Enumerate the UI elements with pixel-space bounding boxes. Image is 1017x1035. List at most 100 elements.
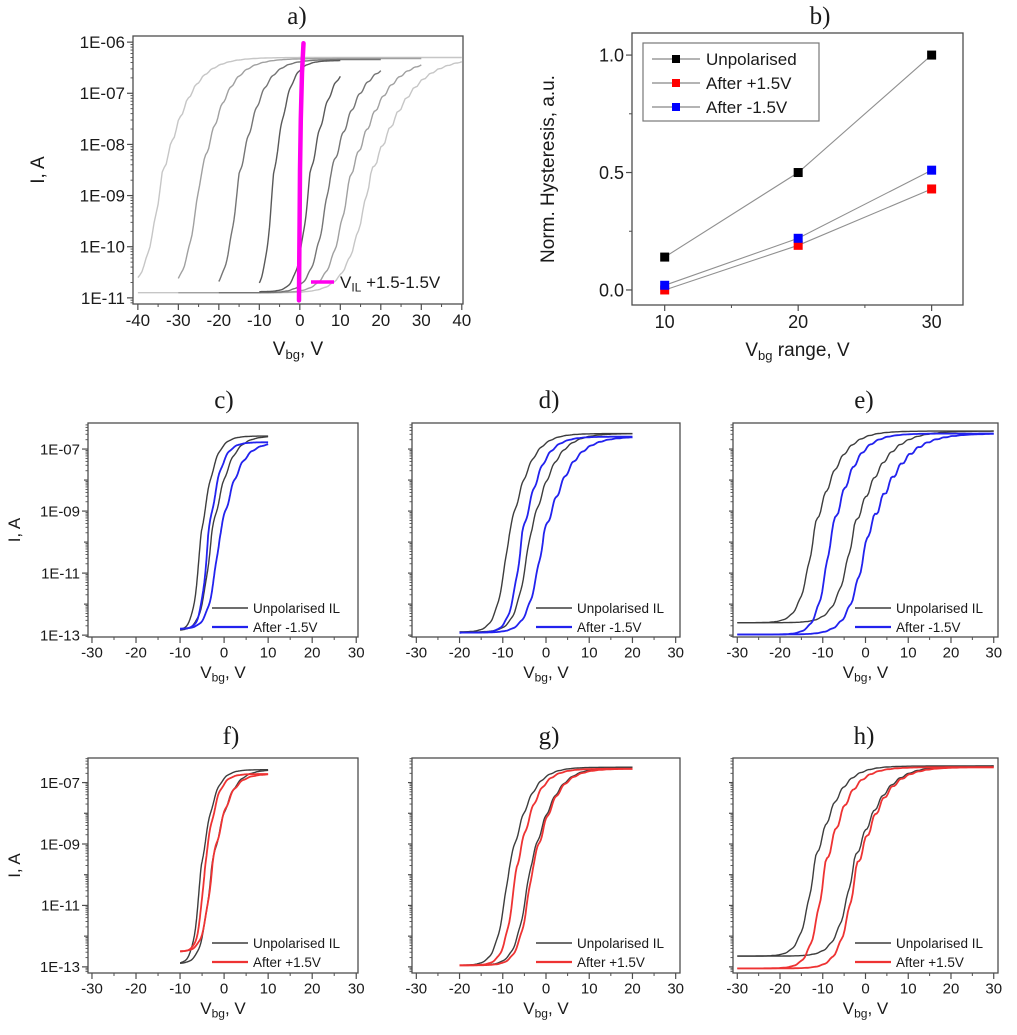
data-point-after-+1.5v: [927, 184, 937, 194]
y-tick-label: 1E-07: [40, 441, 80, 458]
x-axis-label: Vbg, V: [200, 999, 246, 1021]
legend: Unpolarised IL After -1.5V: [855, 601, 984, 635]
x-tick-label: 20: [788, 312, 808, 332]
series-sweep-±40-v: [137, 56, 462, 279]
x-tick-label: 10: [900, 980, 917, 997]
series-after--1.5v: [179, 443, 269, 630]
legend-label: VIL +1.5-1.5V: [340, 273, 441, 295]
legend: Unpolarised After +1.5V After -1.5V: [642, 42, 820, 122]
legend-label: After +1.5V: [577, 955, 645, 970]
x-tick-label: 20: [624, 644, 641, 661]
x-tick-label: -20: [207, 311, 232, 330]
x-tick-label: -30: [405, 644, 427, 661]
plot-frame: [87, 422, 359, 638]
x-tick-label: -10: [247, 311, 272, 330]
x-tick-label: -20: [449, 644, 471, 661]
series-after--1.5v: [459, 436, 633, 634]
x-tick-label: 10: [655, 312, 675, 332]
x-tick-label: 30: [985, 644, 1002, 661]
x-tick-label: -30: [726, 644, 748, 661]
series-unpolarised-il: [737, 430, 994, 624]
data-point-after-+1.5v: [793, 240, 803, 250]
x-tick-label: 20: [624, 980, 641, 997]
y-tick-label: 1E-10: [80, 238, 125, 257]
x-tick-label: -10: [492, 644, 514, 661]
legend-marker: [672, 55, 680, 63]
series-after-+1.5v: [179, 773, 269, 953]
legend-label: Unpolarised IL: [577, 936, 665, 951]
series-unpolarised-il: [179, 436, 269, 631]
x-tick-label: 30: [667, 980, 684, 997]
x-tick-label: -20: [449, 980, 471, 997]
y-tick-label: 0.5: [599, 163, 624, 183]
x-tick-label: -30: [166, 311, 191, 330]
x-tick-label: 20: [943, 980, 960, 997]
y-tick-label: 1E-13: [40, 627, 80, 644]
x-tick-label: 0: [861, 644, 869, 661]
panel-title: a): [287, 3, 306, 30]
series-unpolarised-il: [459, 432, 633, 633]
series-after-+1.5v: [179, 773, 269, 953]
data-point-unpolarised: [927, 50, 937, 60]
y-tick-label: 1E-07: [80, 84, 125, 103]
panel-title: d): [539, 387, 560, 414]
x-tick-label: 0: [220, 644, 228, 661]
x-tick-label: 20: [304, 980, 321, 997]
x-tick-label: 20: [371, 311, 390, 330]
x-tick-label: 10: [581, 644, 598, 661]
y-axis-label: I, A: [5, 517, 24, 542]
legend: Unpolarised IL After +1.5V: [855, 936, 984, 970]
series-sweep-±30-v: [177, 57, 422, 279]
legend-label: Unpolarised IL: [896, 601, 984, 616]
y-tick-label: 1E-11: [41, 898, 80, 915]
legend-marker: [672, 103, 680, 111]
panel-a: a) -40 -30 -20 -10 0 10 20 30 40 1E-11 1E-10 1E-09 1E…: [28, 3, 471, 362]
panel-b: b) 10 20 30 0.0 0.5 1.0 Vbg range, V Norm. Hyste…: [538, 3, 964, 363]
legend-label: After -1.5V: [896, 620, 961, 635]
legend-marker: [672, 79, 680, 87]
legend-label: Unpolarised IL: [577, 601, 665, 616]
series-il-sweep-line: [296, 40, 306, 303]
data-point-after--1.5v: [660, 280, 670, 290]
series-after--1.5v: [179, 441, 269, 630]
series-unpolarised-il: [179, 769, 269, 964]
x-tick-label: -20: [769, 980, 791, 997]
x-tick-label: 0: [295, 311, 304, 330]
x-axis-label: Vbg, V: [843, 999, 889, 1021]
panel-e: e) -30 -20 -10 0 10 20 30 Vbg, V Unpolarised IL Af…: [726, 387, 1002, 685]
x-tick-label: 30: [412, 311, 431, 330]
x-tick-label: -10: [812, 980, 834, 997]
data-point-unpolarised: [660, 252, 670, 262]
y-axis-label: I, A: [28, 156, 49, 184]
plot-frame: [631, 32, 964, 306]
series-sweep-±10-v: [258, 59, 341, 284]
x-tick-label: 10: [900, 644, 917, 661]
legend: VIL +1.5-1.5V: [311, 273, 441, 295]
x-tick-label: 20: [304, 644, 321, 661]
data-point-after--1.5v: [927, 165, 937, 175]
panel-title: f): [223, 723, 240, 750]
data-point-after-+1.5v: [660, 285, 670, 295]
x-tick-label: 20: [943, 644, 960, 661]
x-axis-label: Vbg, V: [200, 663, 246, 685]
x-tick-label: 10: [581, 980, 598, 997]
x-tick-label: 30: [667, 644, 684, 661]
y-tick-label: 1E-09: [40, 503, 80, 520]
x-tick-label: -20: [769, 644, 791, 661]
x-tick-label: 10: [260, 980, 277, 997]
panel-title: b): [810, 3, 831, 30]
x-tick-label: 10: [331, 311, 350, 330]
series-sweep-±20-v: [218, 58, 381, 282]
y-tick-label: 1E-11: [41, 565, 80, 582]
y-tick-label: 1.0: [599, 45, 624, 65]
y-tick-label: 0.0: [599, 280, 624, 300]
legend-label: After +1.5V: [706, 74, 792, 93]
plot-frame: [132, 35, 464, 305]
panel-title: g): [539, 723, 560, 750]
x-tick-label: 30: [985, 980, 1002, 997]
x-tick-label: 30: [922, 312, 942, 332]
legend-label: After +1.5V: [896, 955, 964, 970]
